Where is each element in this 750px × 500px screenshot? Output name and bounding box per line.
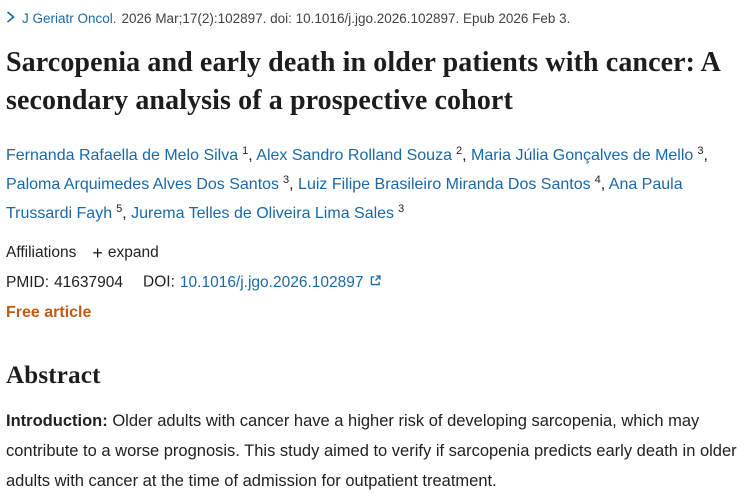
journal-dropdown-trigger[interactable]: J Geriatr Oncol.: [6, 10, 117, 26]
expand-label: expand: [107, 244, 159, 261]
affiliations-row: Affiliations + expand: [6, 244, 740, 262]
abstract-body: Introduction: Older adults with cancer h…: [6, 406, 740, 500]
author-link[interactable]: Ana Paula Trussardi Fayh: [6, 176, 683, 222]
author-affiliation-superscript: 5: [116, 202, 123, 215]
citation-details: 2026 Mar;17(2):102897. doi: 10.1016/j.jg…: [121, 10, 571, 26]
abstract-heading: Abstract: [6, 362, 101, 389]
abstract-paragraph: Introduction: Older adults with cancer h…: [6, 412, 737, 490]
author-link[interactable]: Paloma Arquimedes Alves Dos Santos: [6, 176, 280, 193]
abstract-section-label: Introduction:: [6, 412, 108, 430]
author-link[interactable]: Luiz Filipe Brasileiro Miranda Dos Santo…: [298, 176, 591, 193]
external-link-icon: [369, 274, 382, 292]
author-separator: ,: [600, 176, 609, 193]
journal-link[interactable]: J Geriatr Oncol.: [22, 10, 117, 26]
author-affiliation-superscript: 1: [242, 144, 249, 157]
author-separator: ,: [462, 147, 471, 164]
author-link[interactable]: Fernanda Rafaella de Melo Silva: [6, 147, 239, 164]
chevron-right-icon: [6, 11, 15, 26]
doi-value[interactable]: 10.1016/j.jgo.2026.102897: [179, 273, 364, 291]
author-affiliation-superscript: 3: [697, 144, 704, 157]
author-separator: ,: [703, 147, 708, 164]
doi-link[interactable]: 10.1016/j.jgo.2026.102897: [180, 273, 382, 292]
citation-line: J Geriatr Oncol. 2026 Mar;17(2):102897. …: [6, 10, 740, 26]
affiliations-expand-button[interactable]: + expand: [92, 244, 158, 262]
pmid-value: 41637904: [54, 273, 124, 291]
author-link[interactable]: Alex Sandro Rolland Souza: [256, 147, 452, 164]
author-affiliation-superscript: 4: [594, 173, 601, 186]
author-affiliation-superscript: 3: [283, 173, 290, 186]
pmid-label: PMID:: [6, 273, 50, 291]
author-list: Fernanda Rafaella de Melo Silva 1, Alex S…: [6, 141, 740, 228]
author-affiliation-superscript: 2: [455, 144, 463, 157]
author-affiliation-superscript: 3: [398, 202, 405, 215]
free-article-label: Free article: [6, 304, 92, 321]
author-separator: ,: [248, 147, 257, 164]
affiliations-label: Affiliations: [6, 244, 77, 261]
doi-label: DOI:: [143, 273, 175, 291]
doi-group: DOI: 10.1016/j.jgo.2026.102897: [143, 273, 381, 292]
author-link[interactable]: Jurema Telles de Oliveira Lima Sales: [131, 205, 395, 222]
author-separator: ,: [122, 205, 132, 222]
author-separator: ,: [289, 176, 299, 193]
article-title: Sarcopenia and early death in older pati…: [6, 47, 720, 116]
identifiers-row: PMID: 41637904 DOI: 10.1016/j.jgo.2026.10…: [6, 273, 740, 292]
plus-icon: +: [92, 243, 103, 263]
author-link[interactable]: Maria Júlia Gonçalves de Mello: [470, 147, 694, 164]
